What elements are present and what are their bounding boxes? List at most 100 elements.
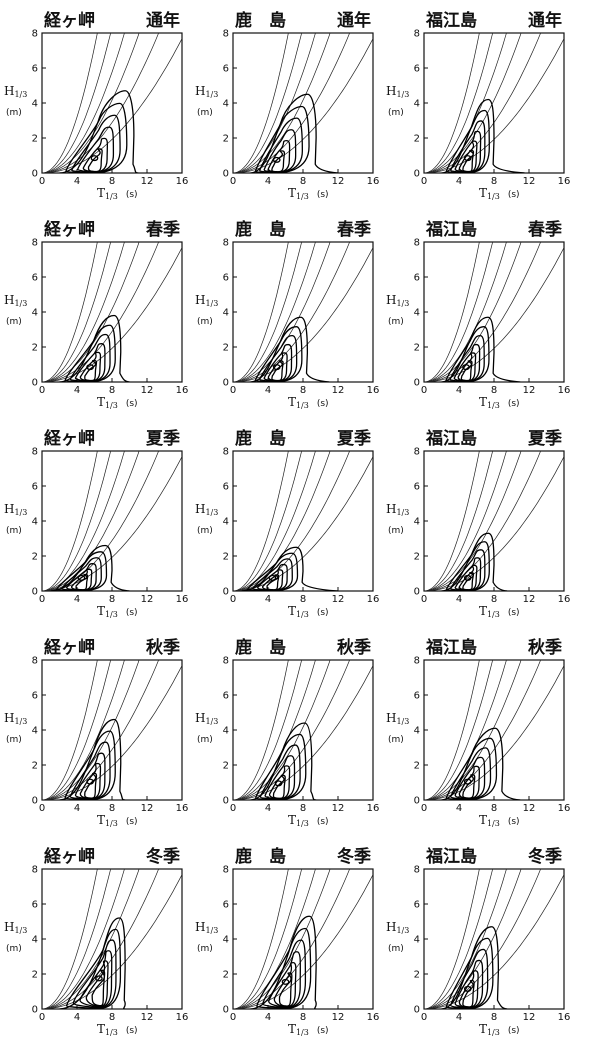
season-title: 秋季 bbox=[146, 637, 180, 658]
x-tick-label: 16 bbox=[367, 803, 380, 814]
x-axis-label: T1/3 (s) bbox=[97, 186, 138, 201]
steepness-curve bbox=[233, 33, 289, 173]
x-axis-subscript: 1/3 bbox=[105, 192, 118, 201]
steepness-curve bbox=[424, 869, 541, 1009]
x-tick-label: 0 bbox=[421, 594, 427, 605]
steepness-curve bbox=[233, 242, 350, 382]
panel-1-1: 鹿 島春季0 4 8 12 1602468T1/3 (s)H1/3(m) bbox=[195, 219, 379, 410]
x-axis-label: T1/3 (s) bbox=[479, 395, 520, 410]
frequency-contour bbox=[250, 915, 317, 1009]
x-axis-unit: (s) bbox=[508, 817, 520, 827]
x-tick-label: 8 bbox=[491, 594, 497, 605]
y-axis-label: H1/3 bbox=[386, 293, 409, 308]
y-tick-label: 4 bbox=[32, 726, 38, 737]
x-axis-subscript: 1/3 bbox=[296, 610, 309, 619]
y-axis-label: H1/3 bbox=[386, 920, 409, 935]
steepness-curve bbox=[424, 869, 507, 1009]
y-axis-label: H1/3 bbox=[4, 84, 27, 99]
station-title: 経ヶ岬 bbox=[44, 428, 95, 449]
season-title: 夏季 bbox=[337, 428, 371, 449]
x-tick-label: 16 bbox=[176, 385, 189, 396]
x-axis-unit: (s) bbox=[508, 399, 520, 409]
x-tick-label: 16 bbox=[558, 385, 571, 396]
steepness-curve bbox=[233, 874, 373, 1009]
x-axis-unit: (s) bbox=[126, 1026, 138, 1036]
y-tick-label: 0 bbox=[414, 378, 420, 389]
steepness-curve bbox=[233, 451, 331, 591]
plot-frame bbox=[41, 32, 183, 174]
x-axis-label: T1/3 (s) bbox=[288, 813, 329, 828]
y-tick-label: 6 bbox=[32, 900, 38, 911]
y-tick-label: 2 bbox=[223, 761, 229, 772]
frequency-contour bbox=[271, 150, 286, 173]
steepness-curve bbox=[424, 451, 541, 591]
steepness-curve bbox=[42, 242, 111, 382]
steepness-curve bbox=[233, 869, 302, 1009]
x-axis-label: T1/3 (s) bbox=[288, 186, 329, 201]
steepness-curve bbox=[42, 451, 159, 591]
steepness-curve bbox=[42, 242, 159, 382]
y-tick-label: 8 bbox=[223, 865, 229, 876]
y-axis-unit: (m) bbox=[197, 944, 213, 954]
steepness-curve bbox=[42, 869, 125, 1009]
y-tick-label: 2 bbox=[414, 134, 420, 145]
y-axis-unit: (m) bbox=[388, 108, 404, 118]
y-axis-symbol: H bbox=[195, 84, 205, 98]
season-title: 秋季 bbox=[337, 637, 371, 658]
x-tick-label: 4 bbox=[265, 594, 271, 605]
steepness-curve bbox=[424, 660, 493, 800]
frequency-contour bbox=[262, 939, 307, 1009]
y-tick-label: 8 bbox=[223, 29, 229, 40]
steepness-curve bbox=[233, 33, 350, 173]
x-axis-label: T1/3 (s) bbox=[97, 813, 138, 828]
y-axis-label: H1/3 bbox=[195, 84, 218, 99]
x-axis-unit: (s) bbox=[126, 399, 138, 409]
y-tick-label: 4 bbox=[223, 517, 229, 528]
y-tick-label: 0 bbox=[414, 1005, 420, 1016]
x-axis-unit: (s) bbox=[126, 190, 138, 200]
x-axis-symbol: T bbox=[288, 395, 296, 409]
y-axis-unit: (m) bbox=[388, 735, 404, 745]
x-axis-symbol: T bbox=[97, 395, 105, 409]
x-tick-label: 0 bbox=[421, 803, 427, 814]
station-title: 福江島 bbox=[425, 219, 477, 240]
y-tick-label: 0 bbox=[223, 378, 229, 389]
x-tick-label: 16 bbox=[367, 176, 380, 187]
steepness-curve bbox=[42, 38, 182, 173]
y-axis-subscript: 1/3 bbox=[396, 90, 409, 99]
season-title: 春季 bbox=[146, 219, 180, 240]
y-axis-unit: (m) bbox=[6, 526, 22, 536]
frequency-contour bbox=[79, 950, 113, 1008]
steepness-curve bbox=[424, 869, 480, 1009]
station-title: 鹿 島 bbox=[235, 219, 286, 240]
peak-contour bbox=[77, 574, 86, 581]
x-tick-label: 12 bbox=[332, 1012, 345, 1023]
y-axis-subscript: 1/3 bbox=[14, 717, 27, 726]
x-tick-label: 8 bbox=[300, 1012, 306, 1023]
x-tick-label: 8 bbox=[300, 803, 306, 814]
frequency-contour bbox=[256, 927, 312, 1009]
y-axis-symbol: H bbox=[4, 502, 14, 516]
x-axis-symbol: T bbox=[97, 186, 105, 200]
station-title: 鹿 島 bbox=[235, 428, 286, 449]
y-tick-label: 6 bbox=[32, 691, 38, 702]
y-tick-label: 8 bbox=[32, 29, 38, 40]
x-tick-label: 4 bbox=[74, 1012, 80, 1023]
steepness-curve bbox=[42, 869, 159, 1009]
y-axis-subscript: 1/3 bbox=[14, 299, 27, 308]
y-axis-label: H1/3 bbox=[386, 84, 409, 99]
y-tick-label: 6 bbox=[32, 64, 38, 75]
x-tick-label: 8 bbox=[491, 803, 497, 814]
x-tick-label: 16 bbox=[367, 594, 380, 605]
x-tick-label: 0 bbox=[421, 1012, 427, 1023]
y-axis-subscript: 1/3 bbox=[205, 926, 218, 935]
peak-contour bbox=[272, 364, 281, 371]
y-axis-label: H1/3 bbox=[195, 711, 218, 726]
frequency-contour bbox=[50, 544, 130, 591]
station-title: 鹿 島 bbox=[235, 10, 286, 31]
x-axis-subscript: 1/3 bbox=[487, 192, 500, 201]
x-axis-subscript: 1/3 bbox=[487, 610, 500, 619]
x-axis-symbol: T bbox=[97, 604, 105, 618]
